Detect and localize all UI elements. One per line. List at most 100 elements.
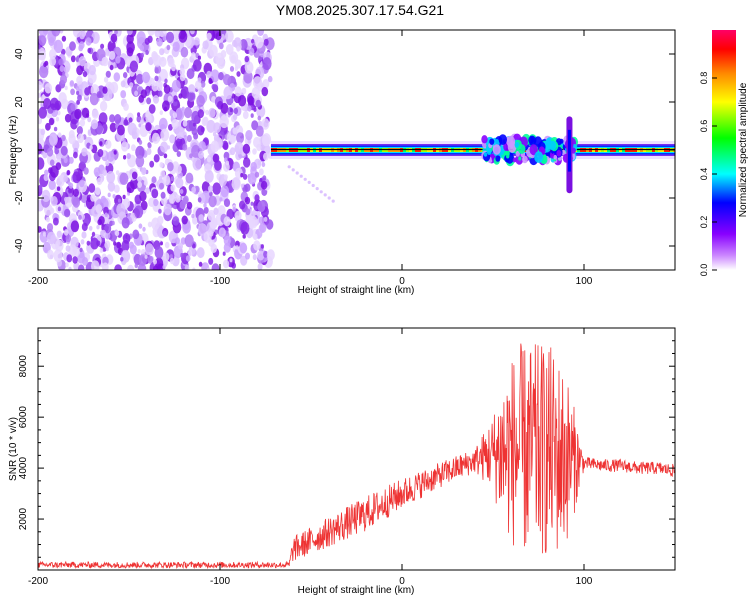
noise-blob xyxy=(172,112,177,119)
noise-blob xyxy=(48,167,53,174)
noise-blob xyxy=(175,126,185,139)
noise-blob xyxy=(229,66,235,72)
noise-blob xyxy=(203,206,209,214)
noise-blob xyxy=(142,226,146,232)
noise-blob xyxy=(66,169,71,176)
noise-blob xyxy=(75,86,80,91)
noise-blob xyxy=(169,134,176,144)
noise-blob xyxy=(160,241,163,246)
noise-blob xyxy=(78,214,82,220)
snr-series-line xyxy=(38,343,675,570)
noise-blob xyxy=(76,75,83,85)
noise-blob xyxy=(141,167,147,176)
noise-blob xyxy=(235,245,239,250)
noise-blob xyxy=(108,50,116,61)
noise-blob xyxy=(167,145,170,150)
noise-blob xyxy=(203,203,207,208)
noise-blob xyxy=(201,181,210,193)
noise-blob xyxy=(223,174,228,181)
noise-blob xyxy=(245,130,253,141)
noise-blob xyxy=(204,170,214,183)
noise-blob xyxy=(251,120,259,131)
noise-blob xyxy=(181,215,188,225)
noise-blob xyxy=(243,157,251,168)
noise-blob xyxy=(225,160,230,166)
noise-blob xyxy=(257,115,262,121)
noise-blob xyxy=(102,169,108,176)
noise-blob xyxy=(114,264,122,270)
noise-blob xyxy=(223,86,233,100)
noise-blob xyxy=(188,84,196,95)
noise-blob xyxy=(83,167,89,175)
noise-blob xyxy=(172,41,180,52)
noise-blob xyxy=(244,55,250,63)
noise-blob xyxy=(223,242,231,253)
noise-blob xyxy=(38,226,42,233)
noise-blob xyxy=(38,143,43,155)
spectrogram-ylabel: Frequency (Hz) xyxy=(8,116,19,185)
noise-blob xyxy=(99,100,108,112)
noise-blob xyxy=(255,125,264,137)
streak-dot xyxy=(327,196,331,200)
noise-blob xyxy=(50,207,55,214)
noise-blob xyxy=(250,113,254,118)
disturbance-blob xyxy=(522,155,528,164)
noise-blob xyxy=(47,249,54,260)
noise-blob xyxy=(207,156,212,163)
noise-blob xyxy=(105,139,112,149)
noise-blob xyxy=(172,216,180,226)
noise-blob xyxy=(158,90,163,97)
noise-blob xyxy=(91,260,100,270)
noise-blob xyxy=(46,231,56,245)
noise-blob xyxy=(218,42,224,50)
noise-blob xyxy=(139,191,147,202)
noise-blob xyxy=(236,71,241,77)
noise-blob xyxy=(251,86,260,99)
noise-blob xyxy=(261,162,266,168)
disturbance-blob xyxy=(481,135,488,144)
noise-blob xyxy=(53,126,58,132)
noise-blob xyxy=(70,88,75,96)
noise-blob xyxy=(148,104,156,114)
noise-blob xyxy=(145,122,152,132)
noise-blob xyxy=(255,99,262,108)
noise-blob xyxy=(223,259,230,269)
noise-blob xyxy=(243,70,253,84)
noise-blob xyxy=(38,80,43,91)
noise-blob xyxy=(63,157,68,164)
noise-blob xyxy=(68,266,72,270)
noise-blob xyxy=(197,109,204,119)
noise-blob xyxy=(39,65,49,79)
noise-blob xyxy=(208,107,216,118)
noise-blob xyxy=(242,173,248,180)
noise-blob xyxy=(85,37,92,46)
noise-blob xyxy=(191,52,196,59)
noise-blob xyxy=(138,223,143,229)
noise-blob xyxy=(236,46,241,52)
disturbance-blob xyxy=(518,156,522,161)
spectrogram-ytick-label: -20 xyxy=(14,190,25,205)
noise-blob xyxy=(258,216,265,225)
noise-blob xyxy=(220,102,229,114)
disturbance-blob xyxy=(549,140,557,151)
noise-blob xyxy=(247,172,257,185)
noise-blob xyxy=(231,177,241,191)
disturbance-blob xyxy=(483,152,488,157)
noise-blob xyxy=(70,220,80,233)
noise-blob xyxy=(178,242,183,250)
noise-blob xyxy=(132,229,140,240)
noise-blob xyxy=(266,249,275,261)
disturbance-blob xyxy=(492,144,501,155)
noise-blob xyxy=(115,230,120,237)
noise-blob xyxy=(159,31,164,36)
disturbance-blob xyxy=(489,138,495,145)
noise-blob xyxy=(158,117,168,131)
noise-blob xyxy=(192,157,202,171)
noise-blob xyxy=(63,175,68,183)
noise-blob xyxy=(63,65,69,73)
noise-blob xyxy=(153,259,157,265)
noise-blob xyxy=(184,234,194,248)
noise-blob xyxy=(76,90,80,96)
noise-blob xyxy=(166,44,171,51)
